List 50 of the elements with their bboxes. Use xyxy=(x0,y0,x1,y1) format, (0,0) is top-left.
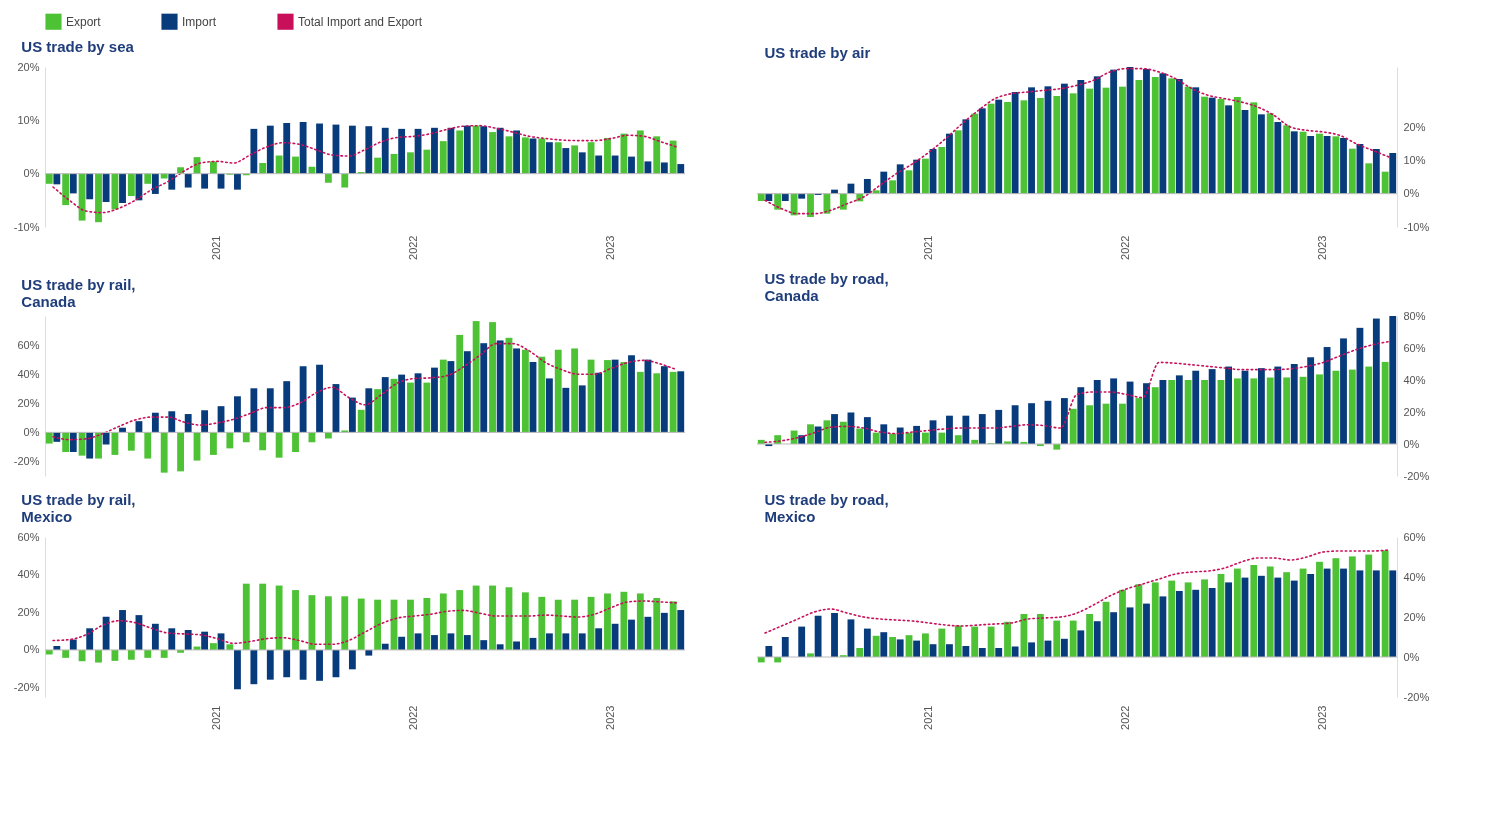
x-tick-label: 2023 xyxy=(1316,235,1329,260)
legend-label: Export xyxy=(66,14,102,29)
y-tick-label: 0% xyxy=(1403,187,1420,200)
y-tick-label: 60% xyxy=(1403,530,1426,543)
x-tick-label: 2022 xyxy=(407,235,420,260)
y-tick-label: 20% xyxy=(17,60,40,73)
y-tick-label: -20% xyxy=(1403,469,1430,482)
y-tick-label: 20% xyxy=(1403,405,1426,418)
chart-title: US trade by rail, Mexico xyxy=(21,491,136,525)
x-tick-label: 2021 xyxy=(922,705,935,730)
y-tick-label: 0% xyxy=(23,425,40,438)
y-tick-label: 20% xyxy=(1403,120,1426,133)
x-tick-label: 2022 xyxy=(407,705,420,730)
y-tick-label: 60% xyxy=(17,530,40,543)
chart-title: US trade by sea xyxy=(21,38,135,55)
y-tick-label: -10% xyxy=(1403,220,1430,233)
y-tick-label: 10% xyxy=(17,113,40,126)
x-tick-label: 2023 xyxy=(604,235,617,260)
x-tick-label: 2022 xyxy=(1119,705,1132,730)
x-tick-label: 2021 xyxy=(210,705,223,730)
y-tick-label: -10% xyxy=(13,220,40,233)
y-tick-label: 40% xyxy=(17,367,40,380)
x-tick-label: 2023 xyxy=(604,705,617,730)
chart-title: US trade by air xyxy=(764,44,871,61)
y-tick-label: 0% xyxy=(1403,650,1420,663)
y-tick-label: 20% xyxy=(1403,610,1426,623)
chart-title: US trade by road, Canada xyxy=(764,270,889,304)
y-tick-label: 40% xyxy=(17,568,40,581)
y-tick-label: 60% xyxy=(1403,341,1426,354)
x-tick-label: 2021 xyxy=(922,235,935,260)
y-tick-label: 0% xyxy=(23,167,40,180)
y-tick-label: -20% xyxy=(13,681,40,694)
y-tick-label: 0% xyxy=(1403,437,1420,450)
chart-title: US trade by road, Mexico xyxy=(764,491,889,525)
y-tick-label: -20% xyxy=(13,454,40,467)
y-tick-label: -20% xyxy=(1403,690,1430,703)
y-tick-label: 20% xyxy=(17,396,40,409)
legend-label: Total Import and Export xyxy=(298,14,423,29)
y-tick-label: 0% xyxy=(23,643,40,656)
y-tick-label: 40% xyxy=(1403,570,1426,583)
y-tick-label: 20% xyxy=(17,605,40,618)
x-tick-label: 2021 xyxy=(210,235,223,260)
y-tick-label: 60% xyxy=(17,338,40,351)
y-tick-label: 10% xyxy=(1403,153,1426,166)
chart-title: US trade by rail, Canada xyxy=(21,276,136,310)
y-tick-label: 80% xyxy=(1403,309,1426,322)
x-tick-label: 2022 xyxy=(1119,235,1132,260)
x-tick-label: 2023 xyxy=(1316,705,1329,730)
legend-label: Import xyxy=(182,14,217,29)
y-tick-label: 40% xyxy=(1403,373,1426,386)
